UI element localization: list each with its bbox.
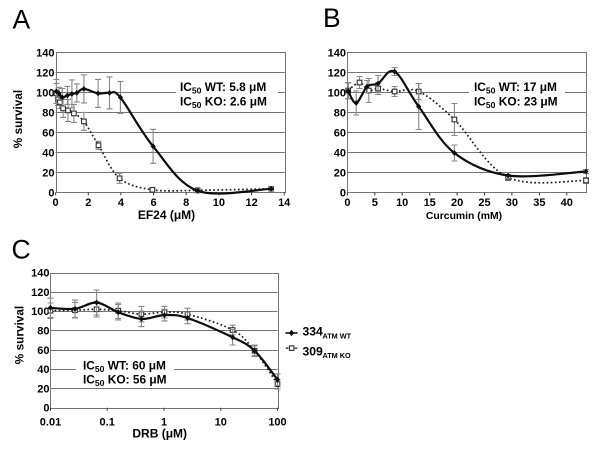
svg-text:40: 40	[37, 364, 49, 376]
svg-text:0.01: 0.01	[40, 417, 61, 429]
svg-text:Curcumin (mM): Curcumin (mM)	[426, 211, 502, 222]
svg-text:40: 40	[561, 197, 573, 209]
svg-text:% survival: % survival	[13, 306, 27, 364]
svg-text:B: B	[323, 3, 341, 33]
svg-text:35: 35	[533, 197, 545, 209]
svg-text:EF24 (μM): EF24 (μM)	[138, 208, 195, 222]
svg-text:20: 20	[37, 383, 49, 395]
svg-text:100: 100	[31, 306, 49, 318]
svg-text:20: 20	[451, 197, 463, 209]
svg-text:80: 80	[42, 107, 54, 119]
svg-text:140: 140	[36, 47, 54, 59]
svg-text:2: 2	[85, 197, 91, 209]
svg-text:140: 140	[31, 268, 49, 280]
svg-text:0: 0	[43, 403, 49, 415]
svg-text:1: 1	[161, 417, 167, 429]
svg-text:10: 10	[215, 417, 227, 429]
svg-text:14: 14	[278, 197, 291, 209]
svg-text:40: 40	[42, 147, 54, 159]
svg-text:100: 100	[268, 417, 286, 429]
svg-text:4: 4	[118, 197, 125, 209]
svg-text:60: 60	[37, 345, 49, 357]
svg-text:8: 8	[183, 197, 189, 209]
svg-text:% survival: % survival	[11, 90, 25, 148]
svg-text:IC50 WT: 17 μM: IC50 WT: 17 μM	[474, 80, 557, 96]
svg-text:100: 100	[36, 87, 54, 99]
svg-text:0: 0	[340, 188, 346, 200]
svg-text:6: 6	[151, 197, 157, 209]
svg-text:60: 60	[334, 128, 346, 140]
svg-text:309: 309	[303, 344, 324, 358]
svg-text:20: 20	[42, 167, 54, 179]
svg-text:120: 120	[31, 287, 49, 299]
svg-text:12: 12	[245, 197, 257, 209]
svg-text:80: 80	[37, 326, 49, 338]
svg-text:DRB (μM): DRB (μM)	[132, 427, 187, 441]
svg-text:IC50 WT: 5.8 μM: IC50 WT: 5.8 μM	[180, 80, 266, 96]
svg-text:0: 0	[48, 187, 54, 199]
svg-text:120: 120	[36, 67, 54, 79]
svg-text:100: 100	[328, 88, 346, 100]
svg-text:10: 10	[396, 197, 408, 209]
svg-text:15: 15	[424, 197, 436, 209]
svg-text:IC50 KO: 56 μM: IC50 KO: 56 μM	[83, 373, 167, 389]
svg-text:ATM KO: ATM KO	[323, 351, 352, 360]
svg-text:20: 20	[334, 168, 346, 180]
svg-text:80: 80	[334, 108, 346, 120]
svg-text:0: 0	[53, 197, 59, 209]
svg-text:C: C	[12, 235, 31, 265]
svg-text:120: 120	[328, 68, 346, 80]
svg-text:5: 5	[372, 197, 378, 209]
svg-text:0.1: 0.1	[100, 417, 115, 429]
svg-text:IC50 WT: 60 μM: IC50 WT: 60 μM	[83, 359, 166, 375]
svg-text:30: 30	[506, 197, 518, 209]
svg-text:A: A	[13, 5, 31, 35]
svg-text:IC50 KO: 2.6 μM: IC50 KO: 2.6 μM	[180, 95, 267, 111]
svg-text:60: 60	[42, 127, 54, 139]
svg-text:40: 40	[334, 148, 346, 160]
svg-text:140: 140	[328, 48, 346, 60]
svg-text:25: 25	[478, 197, 490, 209]
svg-text:334: 334	[303, 325, 324, 339]
svg-text:0: 0	[344, 197, 350, 209]
svg-text:ATM WT: ATM WT	[323, 332, 352, 341]
svg-text:10: 10	[213, 197, 225, 209]
svg-text:IC50 KO: 23 μM: IC50 KO: 23 μM	[474, 95, 558, 111]
